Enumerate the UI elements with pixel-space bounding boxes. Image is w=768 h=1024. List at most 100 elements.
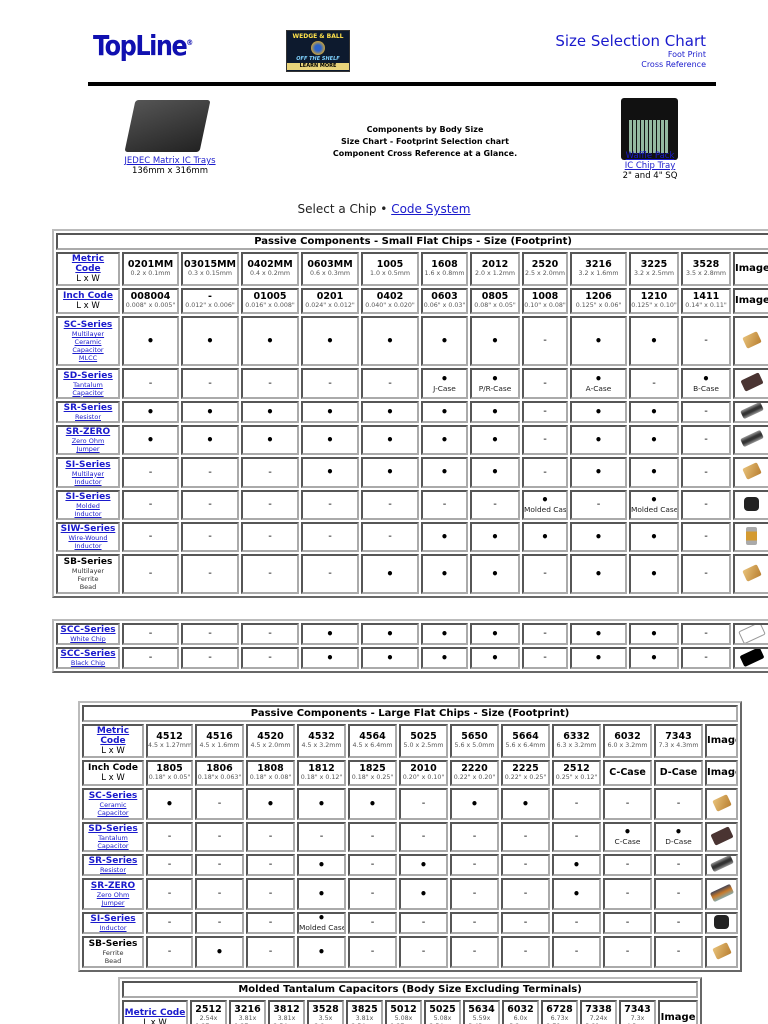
code-system-link[interactable]: Code System xyxy=(391,202,471,216)
brown-chip-icon[interactable] xyxy=(739,372,764,392)
series-cell[interactable]: SI-Series Inductor xyxy=(82,912,144,934)
image-cell[interactable] xyxy=(705,878,739,910)
code-link[interactable]: Metric Code xyxy=(71,254,105,274)
jedec-tray-image[interactable] xyxy=(124,100,211,152)
image-cell[interactable] xyxy=(733,425,768,455)
series-cell[interactable]: SR-ZERO Zero Ohm Jumper xyxy=(82,878,144,910)
series-link[interactable]: SCC-Series xyxy=(60,649,116,659)
banner-learn-more-button[interactable]: LEARN MORE xyxy=(287,63,349,70)
series-description[interactable]: Wire-Wound xyxy=(68,534,108,542)
series-cell[interactable]: SC-Series Ceramic Capacitor xyxy=(82,788,144,820)
ic-chip-tray-link[interactable]: IC Chip Tray xyxy=(624,161,676,171)
code-link[interactable]: Inch Code xyxy=(63,291,113,301)
series-description[interactable]: MLCC xyxy=(78,354,98,362)
series-description[interactable]: Capacitor xyxy=(97,809,129,817)
image-cell[interactable] xyxy=(733,368,768,399)
waffle-pack-link[interactable]: Waffle Pack xyxy=(625,151,675,161)
series-description[interactable]: Capacitor xyxy=(72,388,104,397)
image-cell[interactable] xyxy=(705,822,739,852)
series-description[interactable]: Tantalum xyxy=(73,380,103,389)
series-cell[interactable]: SI-Series Molded Inductor xyxy=(56,490,120,520)
code-link[interactable]: Metric Code xyxy=(96,726,130,746)
wedge-ball-banner[interactable]: WEDGE & BALL OFF THE SHELF LEARN MORE xyxy=(286,30,350,72)
image-cell[interactable] xyxy=(733,316,768,366)
image-cell[interactable] xyxy=(705,854,739,876)
waffle-pack-image[interactable] xyxy=(621,98,678,160)
resistor-chip-icon[interactable] xyxy=(739,403,764,420)
series-link[interactable]: SD-Series xyxy=(63,370,113,381)
image-cell[interactable] xyxy=(733,623,768,645)
tan-chip-icon[interactable] xyxy=(711,793,732,812)
series-description[interactable]: Multilayer xyxy=(71,469,105,478)
blackbox-chip-icon[interactable] xyxy=(738,649,765,667)
image-cell[interactable] xyxy=(733,522,768,552)
series-link[interactable]: SR-Series xyxy=(63,403,113,413)
series-description[interactable]: Ceramic xyxy=(99,801,127,809)
metric-code-row-label[interactable]: Metric Code L x W xyxy=(122,1000,188,1024)
series-description[interactable]: Tantalum xyxy=(98,834,128,842)
topline-logo[interactable]: TopLine® xyxy=(93,29,194,63)
series-link[interactable]: SC-Series xyxy=(88,791,138,801)
series-link[interactable]: SIW-Series xyxy=(60,524,116,534)
image-cell[interactable] xyxy=(733,554,768,594)
series-link[interactable]: SR-ZERO xyxy=(90,881,136,891)
series-link[interactable]: SR-Series xyxy=(88,856,138,866)
white-chip-icon[interactable] xyxy=(737,625,766,643)
series-cell[interactable]: SD-Series Tantalum Capacitor xyxy=(56,368,120,399)
wire-chip-icon[interactable] xyxy=(746,526,758,545)
resistor-chip-icon[interactable] xyxy=(739,429,764,448)
tan-chip-icon[interactable] xyxy=(741,563,762,582)
series-description[interactable]: Inductor xyxy=(99,924,127,932)
metric-code-row-label[interactable]: Metric Code L x W xyxy=(82,724,144,758)
series-description[interactable]: Zero Ohm xyxy=(71,437,105,445)
series-description[interactable]: White Chip xyxy=(70,635,106,643)
jedec-trays-link[interactable]: JEDEC Matrix IC Trays xyxy=(124,156,216,166)
series-cell[interactable]: SC-Series Multilayer Ceramic Capacitor MLCC xyxy=(56,316,120,366)
series-description[interactable]: Capacitor xyxy=(72,346,104,354)
series-description[interactable]: Resistor xyxy=(100,866,126,874)
series-description[interactable]: Zero Ohm xyxy=(96,891,130,899)
series-cell[interactable]: SIW-Series Wire-Wound Inductor xyxy=(56,522,120,552)
series-cell[interactable]: SCC-Series Black Chip xyxy=(56,647,120,669)
metric-code-row-label[interactable]: Metric Code L x W xyxy=(56,252,120,286)
series-description[interactable]: Molded xyxy=(76,502,100,510)
code-link[interactable]: Metric Code xyxy=(124,1008,186,1018)
image-cell[interactable] xyxy=(705,788,739,820)
black-chip-icon[interactable] xyxy=(744,496,760,511)
tan-chip-icon[interactable] xyxy=(711,941,732,960)
series-description[interactable]: Jumper xyxy=(101,899,125,907)
inch-code-row-label[interactable]: Inch Code L x W xyxy=(56,288,120,314)
image-cell[interactable] xyxy=(733,401,768,423)
series-link[interactable]: SI-Series xyxy=(65,492,111,502)
image-cell[interactable] xyxy=(705,936,739,968)
black-chip-icon[interactable] xyxy=(714,914,730,929)
series-cell[interactable]: SR-Series Resistor xyxy=(82,854,144,876)
tan-chip-icon[interactable] xyxy=(741,330,762,349)
series-description[interactable]: Inductor xyxy=(74,477,102,486)
tan-chip-icon[interactable] xyxy=(741,462,762,480)
series-cell[interactable]: SR-Series Resistor xyxy=(56,401,120,423)
series-cell[interactable]: SCC-Series White Chip xyxy=(56,623,120,645)
series-description[interactable]: Ceramic xyxy=(74,338,102,346)
series-link[interactable]: SC-Series xyxy=(63,320,113,330)
image-cell[interactable] xyxy=(705,912,739,934)
series-description[interactable]: Resistor xyxy=(75,413,101,421)
series-description[interactable]: Black Chip xyxy=(70,659,106,667)
zero-chip-icon[interactable] xyxy=(709,883,734,902)
series-cell[interactable]: SR-ZERO Zero Ohm Jumper xyxy=(56,425,120,455)
series-description[interactable]: Inductor xyxy=(74,542,102,550)
series-link[interactable]: SI-Series xyxy=(65,459,111,470)
series-link[interactable]: SI-Series xyxy=(90,914,136,924)
resistor-chip-icon[interactable] xyxy=(709,856,734,873)
series-description[interactable]: Capacitor xyxy=(97,842,129,850)
image-cell[interactable] xyxy=(733,647,768,669)
series-cell[interactable]: SI-Series Multilayer Inductor xyxy=(56,457,120,488)
series-cell[interactable]: SD-Series Tantalum Capacitor xyxy=(82,822,144,852)
brown-chip-icon[interactable] xyxy=(709,825,734,846)
series-description[interactable]: Jumper xyxy=(76,445,100,453)
series-description[interactable]: Inductor xyxy=(74,510,102,518)
series-link[interactable]: SCC-Series xyxy=(60,625,116,635)
image-cell[interactable] xyxy=(733,490,768,520)
series-description[interactable]: Multilayer xyxy=(71,330,105,338)
image-cell[interactable] xyxy=(733,457,768,488)
